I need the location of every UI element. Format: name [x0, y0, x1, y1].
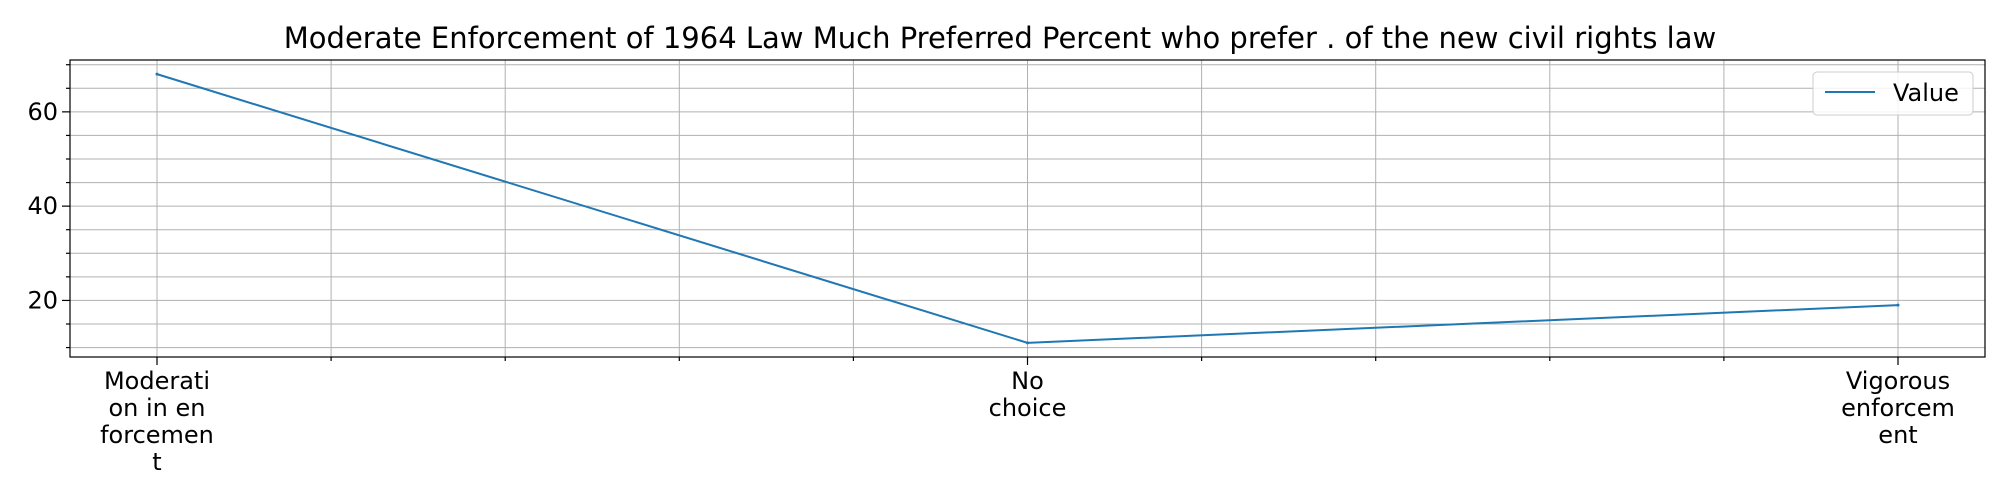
y-tick-label: 20 [27, 286, 58, 314]
chart-title: Moderate Enforcement of 1964 Law Much Pr… [284, 21, 1716, 55]
y-tick-label: 40 [27, 192, 58, 220]
x-tick-label-line: Moderati [104, 367, 210, 395]
x-tick-label-line: choice [989, 394, 1067, 422]
x-tick-label-line: forcemen [100, 421, 214, 449]
y-tick-label: 60 [27, 98, 58, 126]
x-tick-label-line: enforcem [1841, 394, 1955, 422]
x-tick-label-line: on in en [108, 394, 205, 422]
series-layer [155, 72, 1900, 345]
x-tick-label-line: t [152, 448, 161, 476]
x-tick-label: Moderati on in en forcemen t [100, 367, 214, 476]
x-tick-label-line: ent [1878, 421, 1917, 449]
x-tick-label: Vigorous enforcem ent [1841, 367, 1955, 449]
legend-box [1812, 71, 1974, 116]
x-tick-label: No choice [989, 367, 1067, 422]
data-point [1896, 303, 1900, 307]
legend-label-value: Value [1893, 79, 1959, 107]
x-tick-label-line: Vigorous [1846, 367, 1950, 395]
legend: Value [1812, 71, 1974, 116]
axis-ticks: 20 40 60 Moderati on in en forcemen t No choice V… [27, 64, 1955, 476]
data-point [155, 72, 159, 76]
grid [70, 60, 1985, 357]
x-tick-label-line: No [1011, 367, 1044, 395]
data-point [1026, 341, 1029, 345]
